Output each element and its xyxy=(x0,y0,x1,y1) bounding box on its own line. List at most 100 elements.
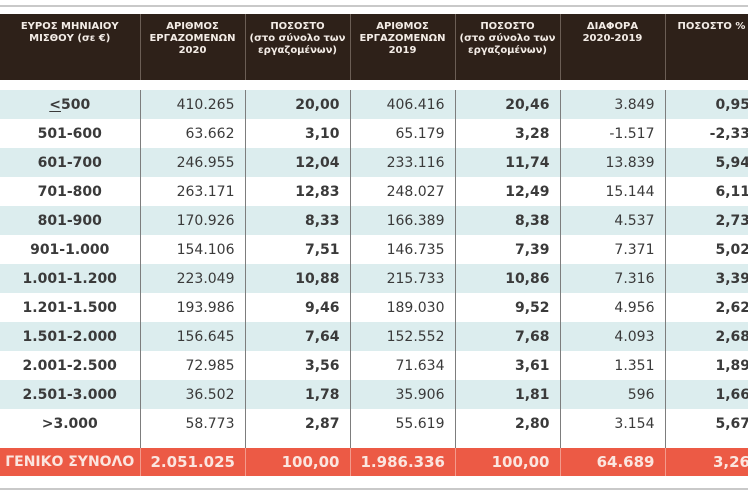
employees-2019-cell: 215.733 xyxy=(350,264,456,293)
salary-range-cell: >3.000 xyxy=(0,409,141,438)
employees-2020-cell: 156.645 xyxy=(140,322,246,351)
percent-change-cell: 6,11 xyxy=(665,177,748,206)
header-employees-2019: ΑΡΙΘΜΟΣ ΕΡΓΑΖΟΜΕΝΩΝ 2019 xyxy=(350,14,456,80)
salary-range-cell: 1.501-2.000 xyxy=(0,322,141,351)
total-difference: 64.689 xyxy=(560,448,666,476)
table-row: 2.501-3.000 36.502 1,78 35.906 1,81 596 1,66 xyxy=(0,380,748,409)
percent-change-cell: -2,33 xyxy=(665,119,748,148)
header-text-line: εργαζομένων) xyxy=(258,45,337,56)
percent-change-cell: 2,68 xyxy=(665,322,748,351)
employees-2019-cell: 248.027 xyxy=(350,177,456,206)
employees-2019-cell: 65.179 xyxy=(350,119,456,148)
percent-2020-cell: 12,83 xyxy=(245,177,351,206)
salary-range-cell: 801-900 xyxy=(0,206,141,235)
table-row: 1.201-1.500 193.986 9,46 189.030 9,52 4.956 2,… xyxy=(0,293,748,322)
percent-2020-cell: 12,04 xyxy=(245,148,351,177)
difference-cell: 3.849 xyxy=(560,90,666,119)
employees-2019-cell: 71.634 xyxy=(350,351,456,380)
salary-range-cell: <500 xyxy=(0,90,141,119)
less-equal-sign: < xyxy=(49,96,61,113)
percent-2019-cell: 11,74 xyxy=(455,148,561,177)
percent-2020-cell: 3,10 xyxy=(245,119,351,148)
difference-cell: 4.956 xyxy=(560,293,666,322)
salary-range-cell: 701-800 xyxy=(0,177,141,206)
salary-range-cell: 2.001-2.500 xyxy=(0,351,141,380)
employees-2020-cell: 63.662 xyxy=(140,119,246,148)
table-row: <500 410.265 20,00 406.416 20,46 3.849 0,95 xyxy=(0,90,748,119)
table-row: 501-600 63.662 3,10 65.179 3,28 -1.517 -2,33 xyxy=(0,119,748,148)
header-percent-change: ΠΟΣΟΣΤΟ % xyxy=(665,14,748,80)
table-row: 1.501-2.000 156.645 7,64 152.552 7,68 4.093 2,… xyxy=(0,322,748,351)
header-text-line: 2020 xyxy=(178,45,207,56)
header-employees-2020: ΑΡΙΘΜΟΣ ΕΡΓΑΖΟΜΕΝΩΝ 2020 xyxy=(140,14,246,80)
total-percent-2019: 100,00 xyxy=(455,448,561,476)
salary-range-cell: 601-700 xyxy=(0,148,141,177)
employees-2020-cell: 36.502 xyxy=(140,380,246,409)
percent-2019-cell: 7,68 xyxy=(455,322,561,351)
employees-2019-cell: 166.389 xyxy=(350,206,456,235)
employees-2019-cell: 152.552 xyxy=(350,322,456,351)
table-row: 801-900 170.926 8,33 166.389 8,38 4.537 2,73 xyxy=(0,206,748,235)
percent-change-cell: 0,95 xyxy=(665,90,748,119)
percent-2020-cell: 3,56 xyxy=(245,351,351,380)
header-row: ΕΥΡΟΣ ΜΗΝΙΑΙΟΥ ΜΙΣΘΟΥ (σε €) ΑΡΙΘΜΟΣ ΕΡΓΑΖΟ… xyxy=(0,14,748,80)
percent-2020-cell: 20,00 xyxy=(245,90,351,119)
top-rule xyxy=(0,5,748,7)
employees-2020-cell: 170.926 xyxy=(140,206,246,235)
percent-2020-cell: 2,87 xyxy=(245,409,351,438)
difference-cell: 15.144 xyxy=(560,177,666,206)
salary-distribution-table: ΕΥΡΟΣ ΜΗΝΙΑΙΟΥ ΜΙΣΘΟΥ (σε €) ΑΡΙΘΜΟΣ ΕΡΓΑΖΟ… xyxy=(0,14,748,476)
difference-cell: 596 xyxy=(560,380,666,409)
percent-change-cell: 2,62 xyxy=(665,293,748,322)
table-row: 601-700 246.955 12,04 233.116 11,74 13.839 5,9… xyxy=(0,148,748,177)
header-text-line: ΕΥΡΟΣ ΜΗΝΙΑΙΟΥ xyxy=(20,21,119,32)
employees-2020-cell: 154.106 xyxy=(140,235,246,264)
percent-change-cell: 2,73 xyxy=(665,206,748,235)
employees-2019-cell: 189.030 xyxy=(350,293,456,322)
total-label: ΓΕΝΙΚΟ ΣΥΝΟΛΟ xyxy=(0,448,141,476)
header-text-line: ΔΙΑΦΟΡΑ xyxy=(586,21,639,32)
header-text-line: (στο σύνολο των xyxy=(249,33,346,44)
percent-2020-cell: 8,33 xyxy=(245,206,351,235)
difference-cell: 7.316 xyxy=(560,264,666,293)
header-text-line: ΠΟΣΟΣΤΟ % xyxy=(677,21,746,32)
header-salary-range: ΕΥΡΟΣ ΜΗΝΙΑΙΟΥ ΜΙΣΘΟΥ (σε €) xyxy=(0,14,141,80)
header-text-line: εργαζομένων) xyxy=(468,45,547,56)
header-percent-2019: ΠΟΣΟΣΤΟ (στο σύνολο των εργαζομένων) xyxy=(455,14,561,80)
percent-2020-cell: 10,88 xyxy=(245,264,351,293)
table-row: >3.000 58.773 2,87 55.619 2,80 3.154 5,67 xyxy=(0,409,748,438)
table-row: 901-1.000 154.106 7,51 146.735 7,39 7.371 5,02 xyxy=(0,235,748,264)
header-text-line: ΠΟΣΟΣΤΟ xyxy=(480,21,535,32)
header-text-line: 2020-2019 xyxy=(582,33,643,44)
total-percent-change: 3,26 xyxy=(665,448,748,476)
header-text-line: ΠΟΣΟΣΤΟ xyxy=(270,21,325,32)
percent-change-cell: 3,39 xyxy=(665,264,748,293)
header-percent-2020: ΠΟΣΟΣΤΟ (στο σύνολο των εργαζομένων) xyxy=(245,14,351,80)
header-gap xyxy=(0,80,748,90)
difference-cell: 3.154 xyxy=(560,409,666,438)
employees-2020-cell: 246.955 xyxy=(140,148,246,177)
total-row: ΓΕΝΙΚΟ ΣΥΝΟΛΟ 2.051.025 100,00 1.986.336 100… xyxy=(0,448,748,476)
percent-2019-cell: 3,61 xyxy=(455,351,561,380)
employees-2019-cell: 146.735 xyxy=(350,235,456,264)
percent-2019-cell: 1,81 xyxy=(455,380,561,409)
table-row: 2.001-2.500 72.985 3,56 71.634 3,61 1.351 1,89 xyxy=(0,351,748,380)
header-text-line: ΜΙΣΘΟΥ (σε €) xyxy=(29,33,111,44)
total-employees-2020: 2.051.025 xyxy=(140,448,246,476)
percent-2019-cell: 10,86 xyxy=(455,264,561,293)
header-text-line: ΕΡΓΑΖΟΜΕΝΩΝ xyxy=(359,33,446,44)
percent-change-cell: 5,02 xyxy=(665,235,748,264)
percent-2020-cell: 9,46 xyxy=(245,293,351,322)
employees-2020-cell: 263.171 xyxy=(140,177,246,206)
percent-2019-cell: 8,38 xyxy=(455,206,561,235)
percent-2019-cell: 2,80 xyxy=(455,409,561,438)
salary-range-cell: 901-1.000 xyxy=(0,235,141,264)
employees-2020-cell: 193.986 xyxy=(140,293,246,322)
employees-2020-cell: 223.049 xyxy=(140,264,246,293)
total-spacer xyxy=(0,438,748,448)
percent-2019-cell: 3,28 xyxy=(455,119,561,148)
percent-change-cell: 5,94 xyxy=(665,148,748,177)
percent-2020-cell: 1,78 xyxy=(245,380,351,409)
employees-2019-cell: 55.619 xyxy=(350,409,456,438)
header-text-line: ΕΡΓΑΖΟΜΕΝΩΝ xyxy=(149,33,236,44)
